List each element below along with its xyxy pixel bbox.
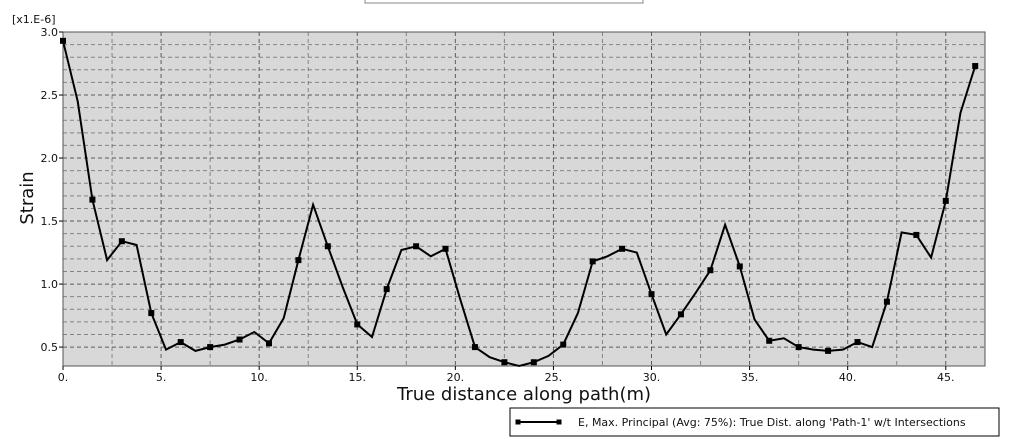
data-point-marker xyxy=(265,340,272,347)
series-line xyxy=(62,40,977,368)
data-point-marker xyxy=(60,37,66,44)
data-point-marker xyxy=(383,286,390,293)
data-point-marker xyxy=(177,339,184,346)
series-markers xyxy=(60,37,979,366)
plot-area xyxy=(63,32,985,366)
data-point-marker xyxy=(589,258,596,265)
legend-box xyxy=(509,407,1000,437)
data-point-marker xyxy=(736,263,743,270)
data-point-marker xyxy=(413,243,420,250)
legend-marker-swatch xyxy=(515,419,521,425)
x-tick-label: 35. xyxy=(741,371,759,384)
data-point-marker xyxy=(560,341,567,348)
plot-frame xyxy=(62,31,986,367)
legend-marker-swatch xyxy=(556,419,562,425)
data-point-marker xyxy=(854,339,861,346)
x-tick-label: 25. xyxy=(545,371,563,384)
x-tick-label: 40. xyxy=(839,371,857,384)
legend: E, Max. Principal (Avg: 75%): True Dist.… xyxy=(509,407,1000,437)
x-tick-labels: 0. 5. 10. 15. 20. 25. 30. 35. 40. 45. xyxy=(58,366,955,384)
x-tick-label: 20. xyxy=(447,371,465,384)
data-point-marker xyxy=(501,359,508,366)
data-point-marker xyxy=(707,267,714,274)
data-point-marker xyxy=(795,344,802,351)
x-tick-label: 5. xyxy=(156,371,167,384)
data-point-marker xyxy=(677,311,684,318)
y-tick-labels: 0.5 1.0 1.5 2.0 2.5 3.0 xyxy=(41,26,63,354)
y-tick-label: 2.0 xyxy=(41,152,59,165)
y-tick-label: 3.0 xyxy=(41,26,59,39)
data-point-marker xyxy=(89,196,96,203)
y-axis-title: Strain xyxy=(17,171,38,224)
data-point-marker xyxy=(118,238,125,245)
data-point-marker xyxy=(825,347,832,354)
data-point-marker xyxy=(648,291,655,298)
data-point-marker xyxy=(442,245,449,252)
data-point-marker xyxy=(913,231,920,238)
y-tick-label: 1.0 xyxy=(41,278,59,291)
data-point-marker xyxy=(883,298,890,305)
x-axis-title: True distance along path(m) xyxy=(396,384,651,405)
y-tick-label: 1.5 xyxy=(41,215,59,228)
y-tick-label: 0.5 xyxy=(41,341,59,354)
data-point-marker xyxy=(324,243,331,250)
x-tick-label: 45. xyxy=(937,371,955,384)
legend-label: E, Max. Principal (Avg: 75%): True Dist.… xyxy=(578,416,966,429)
y-tick-label: 2.5 xyxy=(41,89,59,102)
x-tick-label: 0. xyxy=(58,371,69,384)
x-tick-label: 10. xyxy=(250,371,268,384)
data-point-marker xyxy=(972,63,979,70)
data-point-marker xyxy=(942,197,949,204)
data-point-marker xyxy=(619,245,626,252)
data-point-marker xyxy=(530,359,537,366)
top-panel-box xyxy=(364,0,644,4)
data-point-marker xyxy=(471,344,478,351)
data-point-marker xyxy=(148,310,155,317)
x-tick-label: 30. xyxy=(643,371,661,384)
data-point-marker xyxy=(766,337,773,344)
data-point-marker xyxy=(236,336,243,343)
data-point-marker xyxy=(207,344,214,351)
data-point-marker xyxy=(295,257,302,264)
x-tick-label: 15. xyxy=(349,371,367,384)
data-point-marker xyxy=(354,321,361,328)
y-multiplier-label: [x1.E-6] xyxy=(12,13,56,26)
